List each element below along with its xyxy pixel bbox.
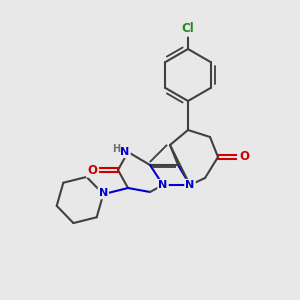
Text: Cl: Cl [182,22,194,35]
Text: O: O [239,151,249,164]
Text: H: H [112,144,120,154]
Text: O: O [87,164,97,176]
Text: N: N [158,180,168,190]
Text: N: N [99,188,108,198]
Text: N: N [185,180,195,190]
Text: N: N [120,147,130,157]
